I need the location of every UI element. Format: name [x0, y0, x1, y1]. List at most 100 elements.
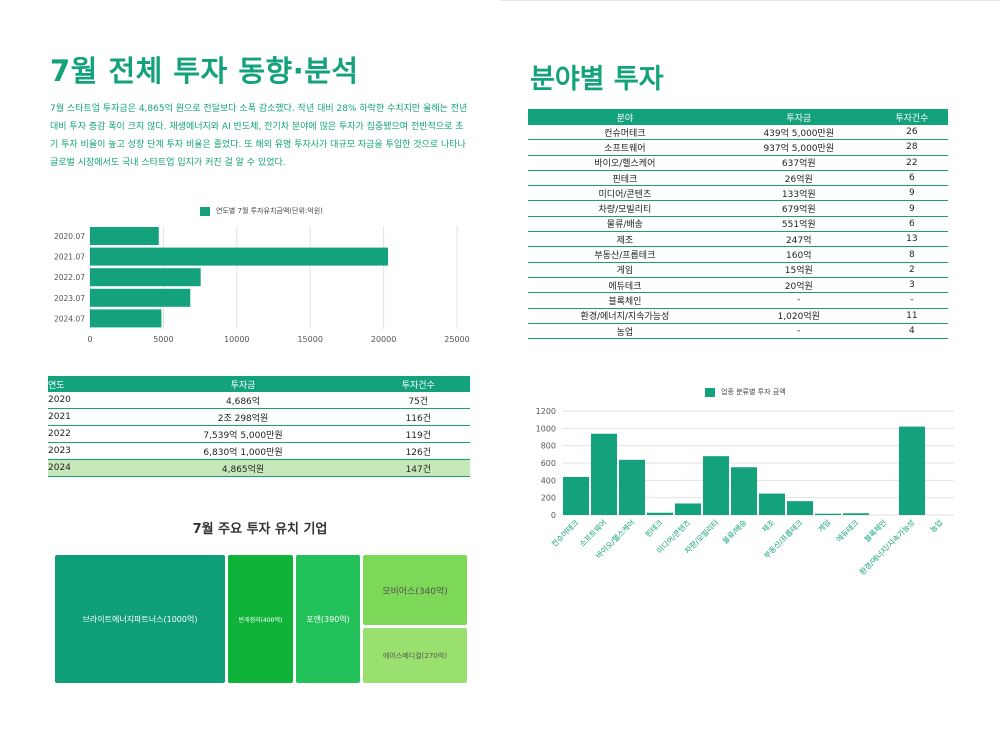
treemap-label: 브라이트에너지파트너스(1000억): [82, 614, 198, 624]
table-row: 블록체인 - -: [528, 292, 948, 309]
table-cell: 컨슈머테크: [528, 125, 722, 141]
table-cell: 6: [875, 216, 948, 233]
table-cell: 농업: [528, 323, 722, 340]
table-row: 차량/모빌리티 679억원 9: [528, 200, 948, 217]
y-tick-label: 600: [541, 459, 556, 468]
table-row: 핀테크 26억원 6: [528, 170, 948, 187]
table-cell: 160억: [721, 246, 876, 263]
table-header: 투자금: [119, 376, 367, 392]
table-row: 바이오/헬스케어 637억원 22: [528, 155, 948, 171]
table-cell: 제조: [528, 231, 722, 248]
bar-차량/모빌리티: [703, 456, 729, 515]
table-cell: 1,020억원: [721, 308, 876, 324]
treemap-cell: 모비어스(340억): [363, 555, 467, 625]
bar-소프트웨어: [591, 433, 617, 515]
table-cell: 게임: [528, 262, 722, 278]
table-cell: 75건: [366, 392, 470, 409]
table-cell: 환경/에너지/지속가능성: [528, 308, 722, 324]
yearly-investment-table: 연도 투자금 투자건수 2020 4,686억 75건 2021 2조 298억원 116건 2…: [48, 376, 470, 477]
x-tick-label: 5000: [153, 335, 173, 344]
y-tick-label: 0: [551, 511, 556, 520]
x-tick-label: 10000: [224, 335, 249, 344]
table-cell: 147건: [366, 459, 470, 477]
y-tick-label: 200: [541, 494, 556, 503]
x-tick-label: 환경/에너지/지속가능성: [857, 517, 916, 576]
table-cell: 바이오/헬스케어: [528, 155, 722, 171]
table-cell: 26: [875, 125, 948, 141]
table-cell: 119건: [366, 425, 470, 443]
legend-swatch: [200, 206, 210, 216]
x-tick-label: 25000: [444, 335, 469, 344]
vbar-legend-label: 업종 분류별 투자 금액: [721, 388, 786, 396]
table-row: 농업 -4: [528, 323, 948, 340]
yearly-investment-bar-chart: 0 5000 10000 15000 20000 25000 2020.07 2021.07 2…: [54, 226, 470, 344]
table-row: 물류/배송 551억원 6: [528, 216, 948, 233]
y-tick-label: 2021.07: [54, 253, 85, 262]
table-cell: 부동산/프롭테크: [528, 246, 722, 263]
y-tick-label: 400: [541, 476, 556, 485]
table-cell: 2조 298억원: [119, 408, 367, 426]
bar-2023.07: [90, 288, 191, 307]
bar-에듀테크: [843, 513, 869, 515]
table-cell: 2024: [48, 459, 120, 477]
table-cell: 4: [875, 323, 948, 340]
table-header: 투자건수: [875, 109, 948, 125]
y-tick-label: 1000: [536, 424, 556, 433]
table-cell: 물류/배송: [528, 216, 722, 233]
table-row: 게임 15억원 2: [528, 262, 948, 278]
table-row: 2024 4,865억원 147건: [48, 459, 470, 477]
bar-2024.07: [90, 309, 162, 328]
table-row: 컨슈머테크 439억 5,000만원 26: [528, 125, 948, 141]
hbar-legend: 연도별 7월 투자유치금액(단위:억원): [200, 206, 323, 216]
table-cell: 15억원: [721, 262, 876, 278]
right-page: 분야별 투자 분야 투자금 투자건수 컨슈머테크 439억 5,000만원 26 소프트웨…: [500, 0, 1000, 733]
bar-환경/에너지/지속가능성: [899, 426, 925, 515]
legend-swatch: [705, 387, 715, 397]
table-cell: 133억원: [721, 185, 876, 202]
table-cell: -: [721, 292, 876, 309]
table-cell: 9: [875, 185, 948, 202]
table-cell: -: [875, 292, 948, 309]
table-cell: 2022: [48, 425, 120, 443]
x-tick-label: 20000: [371, 335, 396, 344]
bar-미디어/콘텐츠: [675, 503, 701, 515]
section-title: 분야별 투자: [530, 64, 664, 95]
treemap-cell: 반게점리(400억): [228, 555, 293, 683]
table-row: 2023 6,830억 1,000만원 126건: [48, 442, 470, 460]
table-cell: 13: [875, 231, 948, 248]
table-cell: 116건: [366, 408, 470, 426]
hbar-legend-label: 연도별 7월 투자유치금액(단위:억원): [216, 207, 323, 215]
table-cell: 2: [875, 262, 948, 278]
treemap-cell: 에어스메디컬(270억): [363, 628, 467, 683]
y-tick-label: 2022.07: [54, 273, 85, 282]
bar-바이오/헬스케어: [619, 459, 645, 515]
table-cell: 8: [875, 246, 948, 263]
bar-제조: [759, 493, 785, 515]
left-page: 7월 전체 투자 동향·분석 7월 스타트업 투자금은 4,865억 원으로 전…: [0, 0, 500, 732]
x-tick-label: 에듀테크: [835, 518, 861, 544]
x-tick-label: 15000: [297, 335, 322, 344]
y-tick-label: 1200: [536, 407, 556, 416]
bar-핀테크: [647, 512, 673, 515]
table-cell: 28: [875, 139, 948, 156]
x-tick-label: 제조: [760, 518, 776, 534]
table-cell: 6: [875, 170, 948, 187]
table-cell: 9: [875, 200, 948, 217]
table-cell: 26억원: [721, 170, 876, 187]
table-row: 에듀테크 20억원 3: [528, 277, 948, 294]
treemap-title: 7월 주요 투자 유치 기업: [192, 522, 328, 537]
table-header: 연도: [48, 376, 120, 392]
x-tick-label: 물류/배송: [721, 518, 749, 546]
x-tick-label: 핀테크: [643, 518, 664, 539]
table-cell: 에듀테크: [528, 277, 722, 294]
table-cell: 22: [875, 155, 948, 171]
table-row: 환경/에너지/지속가능성 1,020억원 11: [528, 308, 948, 324]
treemap-label: 반게점리(400억): [238, 616, 283, 624]
table-cell: 차량/모빌리티: [528, 200, 722, 217]
y-tick-label: 2020.07: [54, 232, 85, 241]
table-header: 분야: [528, 109, 722, 125]
table-cell: 247억: [721, 231, 876, 248]
x-tick-label: 게임: [816, 517, 833, 534]
x-tick-label: 0: [87, 335, 92, 344]
